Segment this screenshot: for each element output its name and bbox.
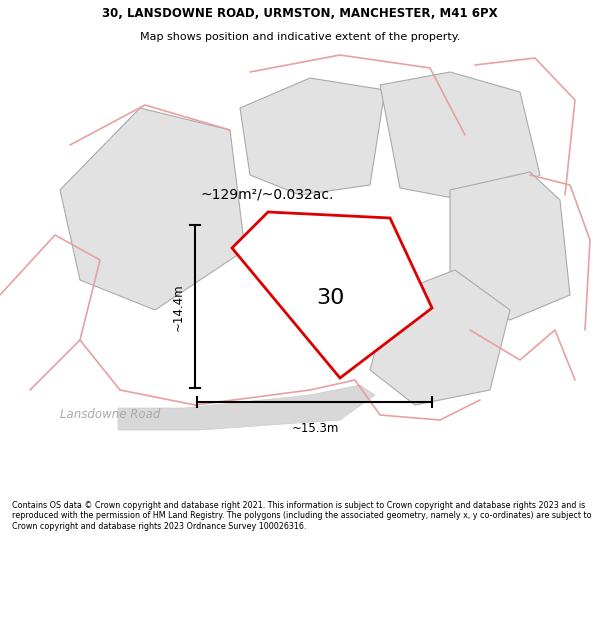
Text: ~15.3m: ~15.3m (292, 422, 338, 435)
Polygon shape (380, 72, 540, 205)
Polygon shape (450, 172, 570, 320)
Polygon shape (60, 108, 245, 310)
Text: Map shows position and indicative extent of the property.: Map shows position and indicative extent… (140, 31, 460, 41)
Polygon shape (370, 270, 510, 405)
Text: ~14.4m: ~14.4m (172, 283, 185, 331)
Polygon shape (240, 78, 385, 195)
Text: Contains OS data © Crown copyright and database right 2021. This information is : Contains OS data © Crown copyright and d… (12, 501, 592, 531)
Text: Lansdowne Road: Lansdowne Road (60, 409, 160, 421)
Polygon shape (118, 385, 375, 430)
Text: ~129m²/~0.032ac.: ~129m²/~0.032ac. (200, 188, 334, 202)
Polygon shape (232, 212, 432, 378)
Text: 30: 30 (316, 288, 344, 308)
Text: 30, LANSDOWNE ROAD, URMSTON, MANCHESTER, M41 6PX: 30, LANSDOWNE ROAD, URMSTON, MANCHESTER,… (102, 7, 498, 20)
